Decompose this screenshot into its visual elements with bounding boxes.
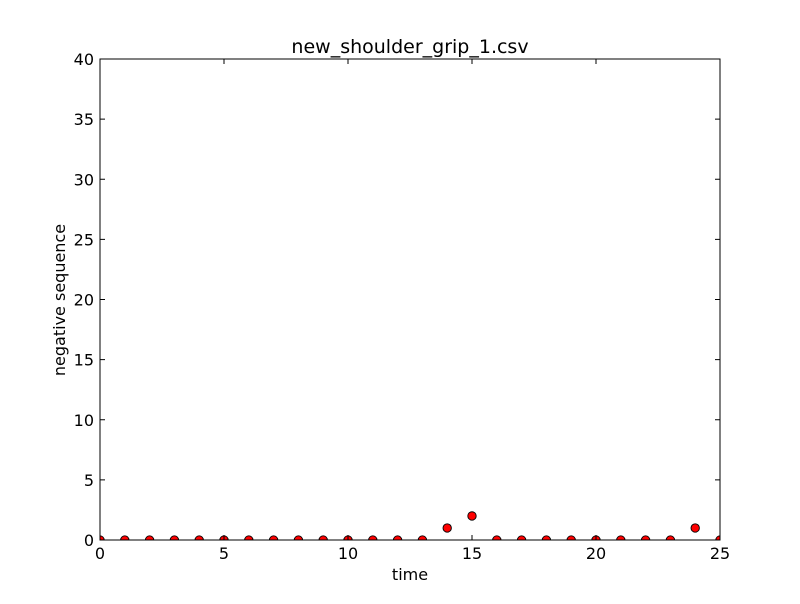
x-tick-label: 0 [95, 544, 105, 563]
y-tick-label: 30 [74, 170, 94, 189]
plot-frame [99, 58, 721, 541]
y-tick-label: 40 [74, 50, 94, 69]
y-tick-label: 0 [84, 531, 94, 550]
y-tick-label: 5 [84, 471, 94, 490]
x-tick-label: 10 [338, 544, 358, 563]
x-tick-label: 5 [219, 544, 229, 563]
y-tick-label: 15 [74, 351, 94, 370]
x-tick-label: 25 [710, 544, 730, 563]
y-tick-label: 20 [74, 291, 94, 310]
x-axis-label: time [392, 565, 428, 584]
data-point [442, 523, 452, 533]
data-point [690, 523, 700, 533]
y-tick-label: 35 [74, 110, 94, 129]
tick-labels: 0 5 10 15 20 25 0 5 10 15 20 25 30 35 40 [74, 50, 731, 563]
x-tick-label: 15 [462, 544, 482, 563]
data-point [467, 511, 477, 521]
y-tick-label: 10 [74, 411, 94, 430]
y-tick-label: 25 [74, 230, 94, 249]
y-axis-label: negative sequence [50, 224, 69, 376]
x-tick-label: 20 [586, 544, 606, 563]
plot-area [100, 59, 720, 540]
chart-title: new_shoulder_grip_1.csv [291, 36, 528, 58]
